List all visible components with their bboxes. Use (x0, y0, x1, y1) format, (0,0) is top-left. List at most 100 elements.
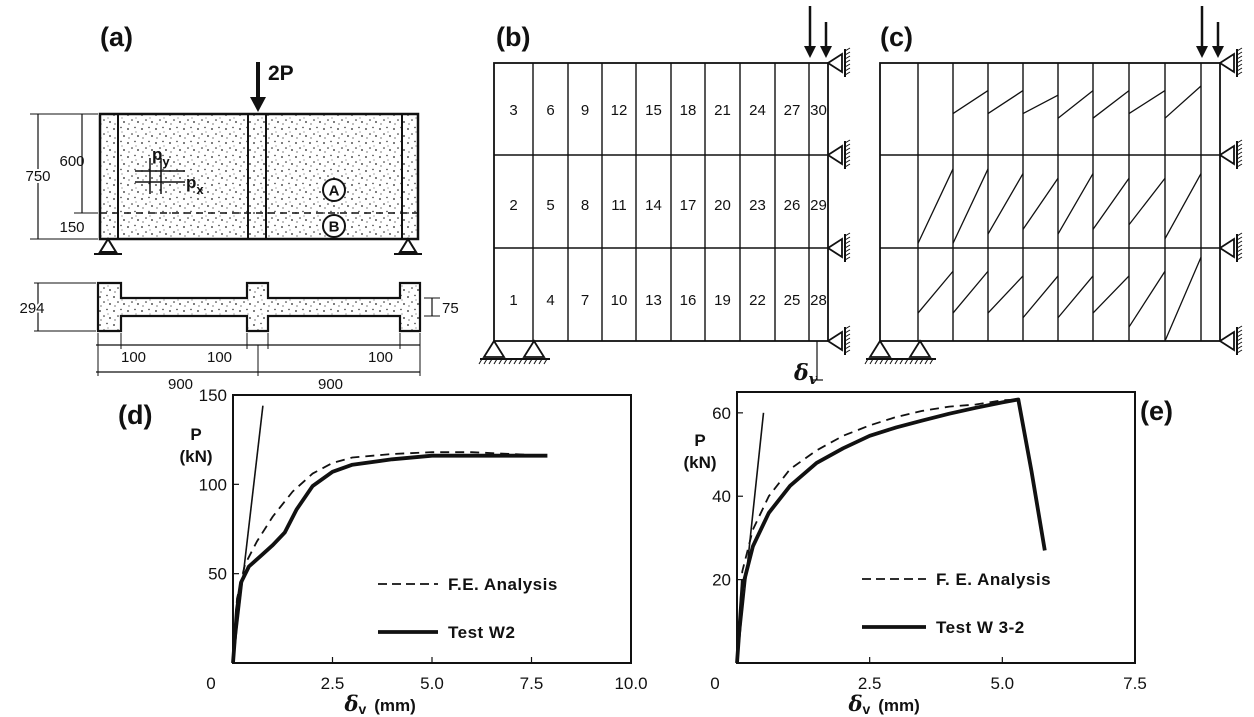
crack-13 (1128, 177, 1166, 226)
element-number-8: 8 (581, 197, 589, 214)
mesh-c-hatch (1236, 349, 1243, 354)
mesh-b-hatch (844, 47, 851, 52)
mesh-b-hatch (844, 63, 851, 68)
crack-8 (952, 168, 989, 244)
crack-17 (987, 275, 1024, 314)
dim-900-left: 900 (168, 376, 193, 393)
x-tick-label: 2.5 (321, 674, 345, 693)
mesh-b-hatch (844, 333, 851, 338)
fe-mesh (478, 6, 851, 381)
dim-100-mid: 100 (207, 349, 232, 366)
panel-e: (e) 0 2.5 5.0 7.5 20 40 60 P (kN) δv (mm) F. E. Ana… (683, 391, 1173, 717)
crack-2 (1022, 94, 1059, 115)
element-number-15: 15 (645, 102, 662, 119)
mesh-b-ground-hatch (508, 358, 513, 365)
y-axis-label-unit: (kN) (683, 453, 716, 472)
mesh-c-hatch (1236, 55, 1243, 60)
legend-label-0: F.E. Analysis (448, 575, 558, 594)
zone-b-label: B (329, 219, 340, 236)
mesh-c-ground-hatch (904, 358, 909, 365)
crack-22 (1164, 257, 1202, 342)
mesh-c-ground-hatch (884, 358, 889, 365)
mesh-c-hatch (1236, 67, 1243, 72)
mesh-c-ground-hatch (879, 358, 884, 365)
mesh-b-hatch (844, 345, 851, 350)
mesh-b-roller-0 (826, 52, 843, 74)
mesh-c-hatch (1236, 163, 1243, 168)
crack-20 (1092, 275, 1130, 314)
mesh-b-ground-hatch (518, 358, 523, 365)
mesh-c-hatch (1236, 159, 1243, 164)
x-tick-label: 5.0 (991, 674, 1015, 693)
x-tick-label: 7.5 (1123, 674, 1147, 693)
mesh-c-outline (879, 62, 1221, 342)
element-number-23: 23 (749, 197, 766, 214)
element-number-13: 13 (645, 292, 662, 309)
mesh-b-hatch (844, 163, 851, 168)
support-left (98, 237, 118, 253)
zone-a-label: A (329, 183, 340, 200)
mesh-b-ground-hatch (478, 358, 483, 365)
crack-15 (917, 270, 954, 314)
crack-4 (1092, 90, 1130, 119)
mesh-b-hatch (844, 248, 851, 253)
mesh-b-hatch (844, 71, 851, 76)
y-tick-label: 50 (208, 565, 227, 584)
panel-b: (b) 123456789101112131415161718192021222… (478, 6, 851, 388)
element-number-25: 25 (784, 292, 801, 309)
element-number-30: 30 (810, 102, 827, 119)
mesh-b-hatch (844, 337, 851, 342)
y-tick-label: 150 (199, 386, 227, 405)
mesh-c-hatch (1236, 337, 1243, 342)
mesh-c-hatch (1236, 345, 1243, 350)
mesh-c-hatch (1236, 248, 1243, 253)
mesh-c-ground-hatch (889, 358, 894, 365)
element-number-16: 16 (680, 292, 697, 309)
legend-label-0: F. E. Analysis (936, 570, 1051, 589)
element-number-22: 22 (749, 292, 766, 309)
crack-7 (917, 168, 954, 244)
mesh-c-hatch (1236, 151, 1243, 156)
load-arrowhead (250, 97, 266, 112)
series-f-e-analysis (232, 451, 544, 664)
element-number-6: 6 (546, 102, 554, 119)
mesh-b-ground-hatch (523, 358, 528, 365)
mesh-c-ground-hatch (924, 358, 929, 365)
dim-600: 600 (59, 153, 84, 170)
crack-9 (987, 173, 1024, 235)
mesh-c-hatch (1236, 244, 1243, 249)
element-number-9: 9 (581, 102, 589, 119)
element-number-21: 21 (714, 102, 731, 119)
mesh-c-roller-1 (1218, 144, 1235, 166)
mesh-c-ground-hatch (894, 358, 899, 365)
mesh-c-ground-hatch (914, 358, 919, 365)
mesh-b-hatch (844, 155, 851, 160)
mesh-c-roller-0 (1218, 52, 1235, 74)
x-tick-label: 10.0 (614, 674, 647, 693)
mesh-b-hatch (844, 151, 851, 156)
mesh-b-hatch (844, 143, 851, 148)
crack-19 (1057, 275, 1094, 319)
element-number-28: 28 (810, 292, 827, 309)
mesh-b-hatch (844, 236, 851, 241)
mesh-b-hatch (844, 349, 851, 354)
crack-6 (1164, 85, 1202, 119)
mesh-b-roller-1 (826, 144, 843, 166)
mesh-b-outline (493, 62, 829, 342)
element-number-1: 1 (509, 292, 517, 309)
mesh-c-ground-hatch (929, 358, 934, 365)
element-number-17: 17 (680, 197, 697, 214)
mesh-b-hatch (844, 244, 851, 249)
cross-section (96, 281, 422, 333)
load-label-2p: 2P (268, 62, 294, 85)
mesh-c-hatch (1236, 143, 1243, 148)
mesh-c-hatch (1236, 139, 1243, 144)
mesh-b-hatch (844, 232, 851, 237)
mesh-c-ground-hatch (919, 358, 924, 365)
crack-1 (987, 90, 1024, 115)
elastic-stiffness-line (232, 405, 264, 664)
dim-150: 150 (59, 219, 84, 236)
y-tick-label: 20 (712, 571, 731, 590)
zone-a-marker (322, 178, 346, 202)
mesh-b-pin-1 (522, 339, 546, 358)
